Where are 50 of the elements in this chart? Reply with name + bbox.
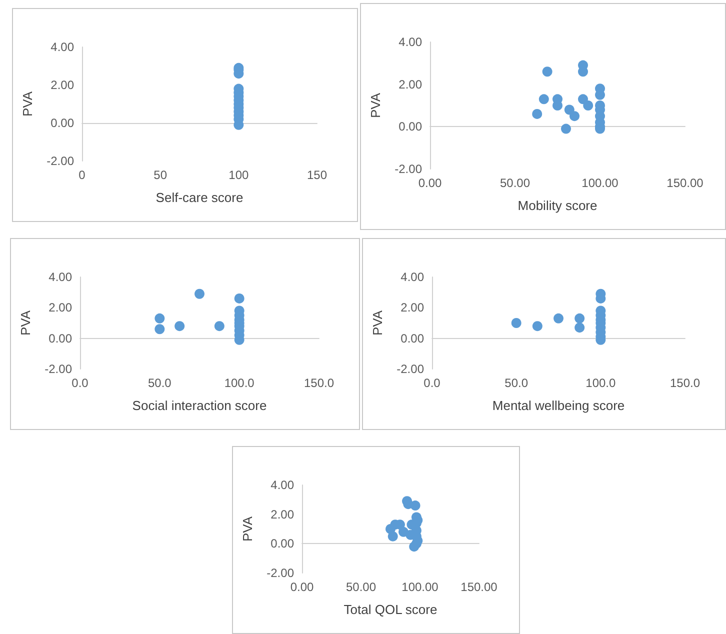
x-tick-label: 50.00	[346, 580, 376, 594]
x-axis-title: Self-care score	[156, 190, 244, 205]
y-tick-label: -2.00	[396, 362, 424, 376]
y-tick-label: 2.00	[270, 507, 294, 522]
x-tick-label: 50.00	[500, 176, 530, 190]
x-tick-label: 50.0	[504, 376, 528, 390]
y-tick-label: 2.00	[48, 300, 72, 315]
y-tick-label: 2.00	[398, 77, 422, 92]
x-axis-title: Total QOL score	[344, 602, 438, 617]
x-tick-label: 0.0	[72, 376, 89, 390]
x-tick-label: 0.0	[424, 376, 441, 390]
y-tick-label: -2.00	[44, 362, 72, 376]
x-tick-label: 0.00	[418, 176, 442, 190]
y-axis-title: PVA	[368, 92, 383, 118]
x-tick-label: 150.00	[460, 580, 498, 594]
y-tick-label: 4.00	[48, 270, 72, 284]
x-tick-label: 150.0	[670, 376, 700, 390]
x-tick-label: 100	[228, 168, 249, 182]
x-tick-label: 100.00	[582, 176, 619, 190]
y-tick-label: 0.00	[400, 331, 424, 346]
y-tick-label: 0.00	[50, 116, 74, 130]
x-tick-label: 0.00	[290, 580, 314, 594]
y-tick-label: 4.00	[50, 40, 74, 54]
y-tick-label: 4.00	[400, 270, 424, 284]
y-axis-title: PVA	[240, 516, 255, 542]
x-axis-title: Mobility score	[518, 198, 598, 213]
x-tick-label: 150.0	[304, 376, 334, 390]
x-tick-label: 150.00	[666, 176, 704, 190]
x-tick-label: 100.0	[586, 376, 616, 390]
y-tick-label: 4.00	[270, 478, 294, 492]
y-axis-title: PVA	[370, 310, 385, 336]
y-tick-label: -2.00	[266, 566, 294, 580]
y-tick-label: 0.00	[398, 120, 422, 134]
y-tick-label: 2.00	[400, 300, 424, 315]
x-tick-label: 100.0	[224, 376, 255, 390]
x-tick-label: 50	[154, 168, 168, 182]
y-tick-label: 4.00	[398, 35, 422, 49]
y-axis-title: PVA	[20, 91, 35, 117]
y-tick-label: 0.00	[270, 536, 294, 551]
x-tick-label: 0	[78, 168, 86, 182]
y-tick-label: 2.00	[50, 78, 74, 92]
x-tick-label: 150	[306, 168, 328, 182]
x-tick-label: 50.0	[148, 376, 172, 390]
x-axis-title: Mental wellbeing score	[492, 398, 625, 413]
x-tick-label: 100.00	[402, 580, 439, 594]
y-axis-title: PVA	[18, 310, 33, 336]
y-tick-label: 0.00	[48, 331, 72, 346]
y-tick-label: -2.00	[394, 162, 422, 176]
y-tick-label: -2.00	[46, 154, 74, 168]
x-axis-title: Social interaction score	[132, 398, 267, 413]
